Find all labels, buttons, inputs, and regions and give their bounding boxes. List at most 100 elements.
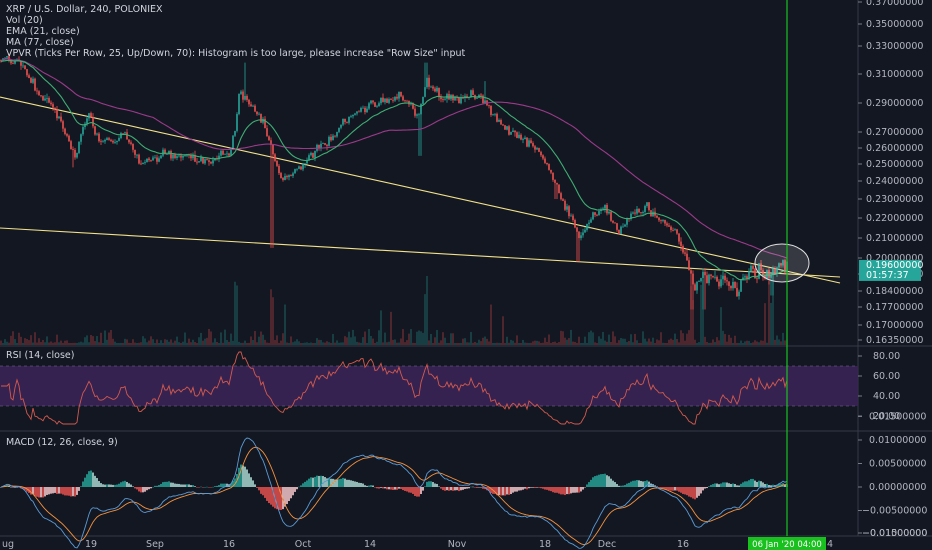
macd-hist-bar: [48, 487, 50, 495]
candle-body: [570, 215, 572, 217]
candle-body: [52, 104, 54, 108]
trendline-upper: [0, 96, 841, 284]
volume-bar: [462, 338, 464, 345]
macd-hist-bar: [234, 478, 236, 487]
macd-hist-bar: [158, 485, 160, 487]
macd-hist-bar: [558, 487, 560, 494]
macd-hist-bar: [200, 486, 202, 488]
countdown-label: 01:57:37: [866, 270, 909, 281]
macd-hist-bar: [304, 481, 306, 487]
macd-hist-bar: [172, 482, 174, 487]
candle-body: [336, 131, 338, 137]
macd-hist-bar: [526, 487, 528, 490]
macd-hist-bar: [434, 483, 436, 487]
macd-hist-bar: [638, 480, 640, 487]
macd-hist-bar: [404, 487, 406, 491]
candle-body: [434, 88, 436, 92]
candle-body: [520, 134, 522, 140]
macd-hist-bar: [590, 479, 592, 487]
macd-hist-bar: [634, 480, 636, 487]
volume-bar: [400, 338, 402, 345]
time-axis-label: 16: [677, 539, 689, 550]
volume-bar: [356, 341, 358, 345]
macd-hist-bar: [316, 475, 318, 487]
volume-bar: [634, 333, 636, 345]
volume-bar: [336, 340, 338, 345]
volume-bar: [666, 342, 668, 345]
macd-hist-bar: [232, 480, 234, 487]
volume-bar: [586, 342, 588, 345]
current-price-label: 0.19600000: [866, 260, 923, 271]
macd-hist-bar: [766, 483, 768, 487]
candle-body: [592, 212, 594, 220]
volume-bar: [494, 342, 496, 345]
volume-bar: [330, 342, 332, 345]
volume-bar: [234, 281, 236, 345]
candle-body: [770, 274, 772, 278]
volume-bar: [474, 341, 476, 345]
volume-bar: [534, 340, 536, 345]
macd-hist-bar: [560, 487, 562, 495]
macd-hist-bar: [672, 487, 674, 491]
volume-bar: [186, 342, 188, 345]
macd-hist-bar: [226, 483, 228, 487]
macd-hist-bar: [656, 486, 658, 487]
volume-bar: [574, 341, 576, 345]
volume-bar: [538, 341, 540, 345]
macd-hist-bar: [398, 487, 400, 489]
macd-hist-bar: [326, 478, 328, 487]
macd-hist-bar: [438, 486, 440, 487]
volume-bar: [530, 342, 532, 345]
volume-bar: [464, 338, 466, 345]
candle-body: [416, 114, 418, 116]
volume-bar: [146, 342, 148, 345]
volume-bar: [692, 300, 694, 345]
macd-hist-bar: [752, 478, 754, 487]
macd-hist-bar: [612, 480, 614, 487]
candle-body: [494, 113, 496, 115]
macd-hist-bar: [242, 465, 244, 487]
macd-hist-bar: [202, 487, 204, 488]
macd-hist-bar: [416, 487, 418, 497]
candle-body: [190, 155, 192, 159]
candle-body: [646, 202, 648, 207]
macd-hist-bar: [586, 484, 588, 487]
candle-body: [138, 154, 140, 164]
macd-hist-bar: [630, 481, 632, 487]
macd-hist-bar: [354, 481, 356, 487]
candle-body: [212, 160, 214, 164]
volume-bar: [134, 342, 136, 345]
macd-hist-bar: [408, 487, 410, 493]
candle-body: [372, 100, 374, 103]
candle-body: [698, 281, 700, 282]
volume-bar: [106, 339, 108, 345]
volume-bar: [360, 342, 362, 345]
rsi-axis-label: 20.00: [873, 411, 900, 422]
macd-hist-bar: [124, 480, 126, 487]
macd-hist-bar: [42, 487, 44, 498]
volume-bar: [188, 338, 190, 345]
volume-bar: [488, 341, 490, 345]
macd-hist-bar: [288, 487, 290, 502]
time-axis-label: 19: [85, 539, 97, 550]
candle-body: [760, 263, 762, 271]
volume-bar: [218, 342, 220, 345]
candle-body: [714, 276, 716, 278]
candle-body: [340, 124, 342, 128]
volume-bar: [704, 336, 706, 345]
volume-bar: [668, 339, 670, 345]
volume-bar: [778, 339, 780, 345]
macd-hist-bar: [744, 481, 746, 487]
macd-hist-bar: [532, 487, 534, 488]
candle-body: [318, 144, 320, 149]
volume-bar: [456, 342, 458, 345]
volume-bar: [424, 294, 426, 345]
volume-bar: [722, 330, 724, 345]
candle-body: [746, 276, 748, 280]
candle-body: [754, 268, 756, 279]
volume-bar: [572, 341, 574, 345]
candle-body: [528, 140, 530, 147]
macd-hist-bar: [594, 476, 596, 487]
